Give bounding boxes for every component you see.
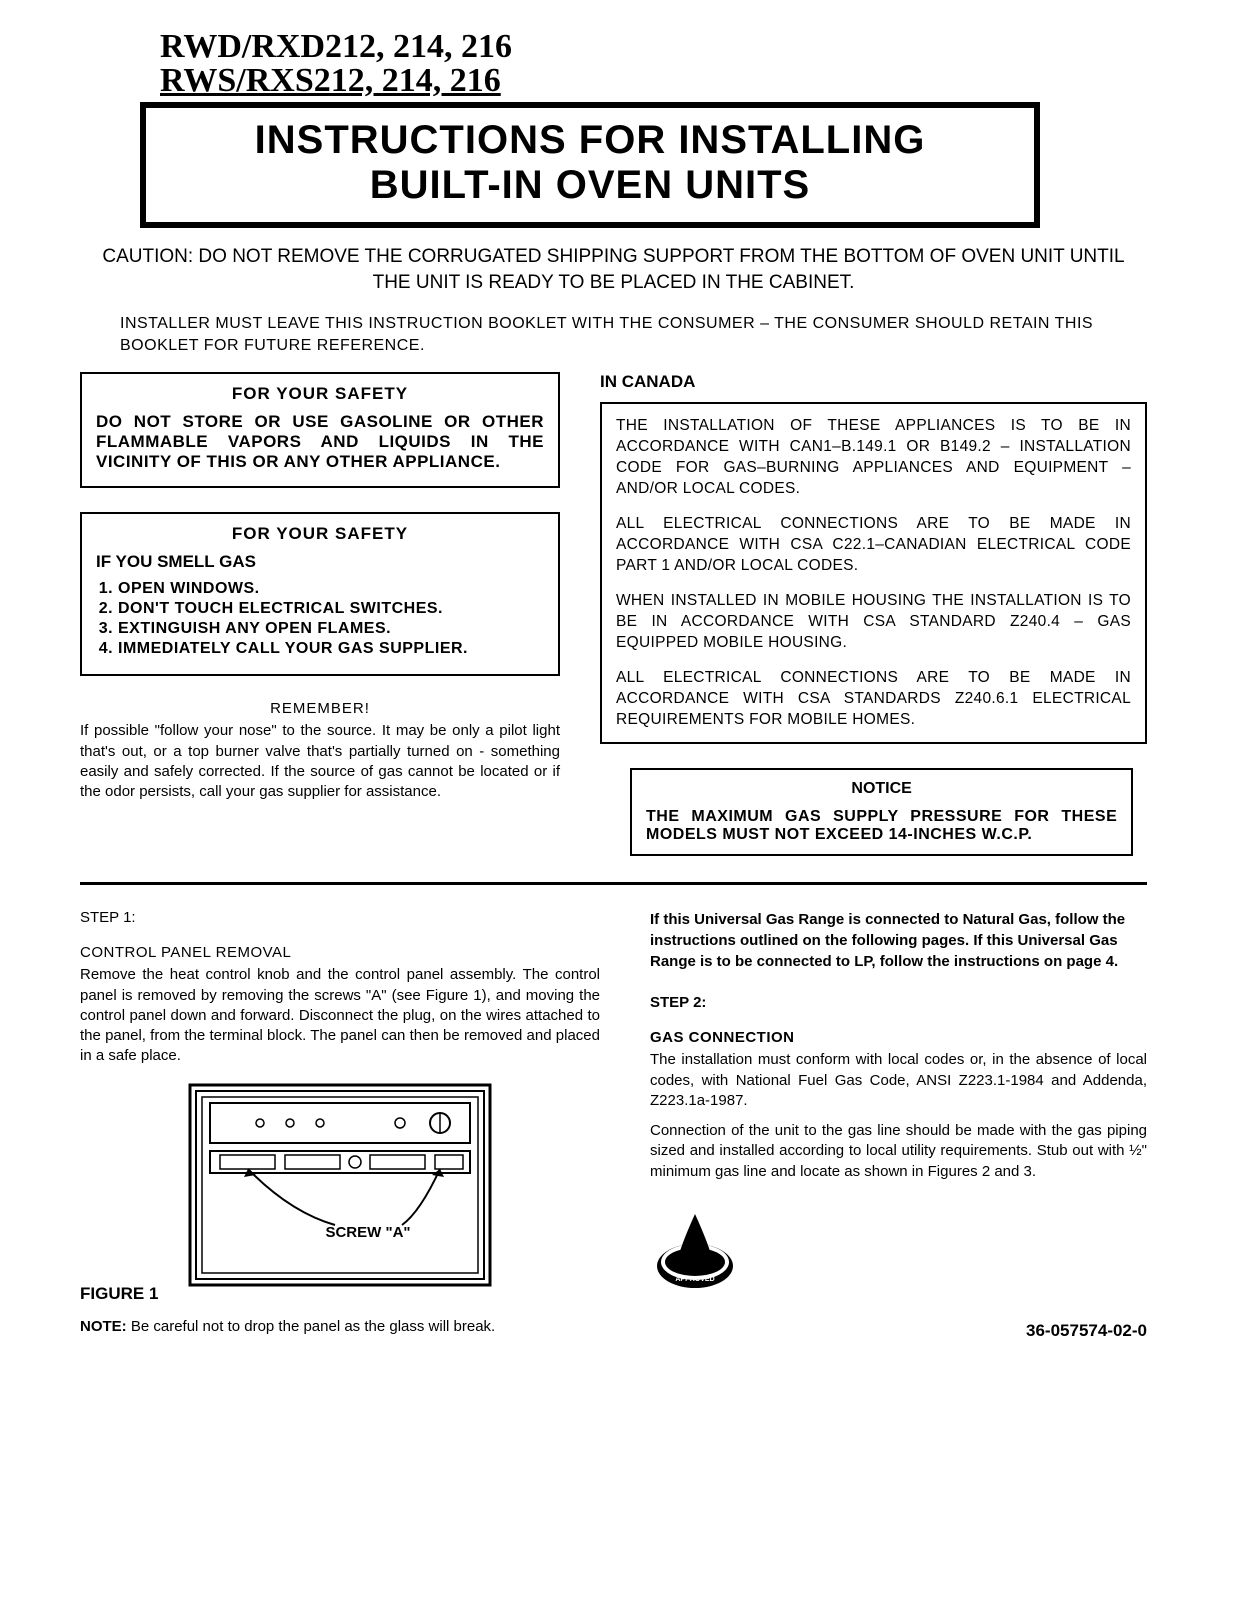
document-number: 36-057574-02-0: [650, 1321, 1147, 1341]
safety2-list: OPEN WINDOWS. DON'T TOUCH ELECTRICAL SWI…: [118, 580, 544, 658]
safety1-body: DO NOT STORE OR USE GASOLINE OR OTHER FL…: [96, 412, 544, 472]
gas-intro: If this Universal Gas Range is connected…: [650, 909, 1147, 972]
safety-box-1: FOR YOUR SAFETY DO NOT STORE OR USE GASO…: [80, 372, 560, 488]
remember-header: REMEMBER!: [80, 700, 560, 717]
remember-body: If possible "follow your nose" to the so…: [80, 721, 560, 802]
notice-header: NOTICE: [646, 780, 1117, 798]
divider: [80, 882, 1147, 885]
step1-note: NOTE: Be careful not to drop the panel a…: [80, 1318, 600, 1335]
step1-label: STEP 1:: [80, 909, 600, 926]
canada-p4: ALL ELECTRICAL CONNECTIONS ARE TO BE MAD…: [616, 668, 1131, 731]
upper-left-col: FOR YOUR SAFETY DO NOT STORE OR USE GASO…: [80, 372, 560, 802]
safety2-item: EXTINGUISH ANY OPEN FLAMES.: [118, 620, 544, 638]
notice-body: THE MAXIMUM GAS SUPPLY PRESSURE FOR THES…: [646, 808, 1117, 844]
title-box: INSTRUCTIONS FOR INSTALLING BUILT-IN OVE…: [140, 102, 1040, 228]
safety2-sub: IF YOU SMELL GAS: [96, 552, 544, 572]
step1-body: Remove the heat control knob and the con…: [80, 965, 600, 1066]
step2-p1: The installation must conform with local…: [650, 1050, 1147, 1111]
figure-1: SCREW "A": [80, 1077, 600, 1302]
hw-line1: RWD/RXD212, 214, 216: [160, 28, 512, 65]
title-line1: INSTRUCTIONS FOR INSTALLING: [166, 118, 1014, 163]
hw-line2: RWS/RXS212, 214, 216: [160, 62, 501, 99]
note-prefix: NOTE:: [80, 1318, 127, 1335]
notice-box: NOTICE THE MAXIMUM GAS SUPPLY PRESSURE F…: [630, 768, 1133, 856]
step2-sub: GAS CONNECTION: [650, 1029, 1147, 1046]
step2-p2: Connection of the unit to the gas line s…: [650, 1121, 1147, 1182]
note-text: Be careful not to drop the panel as the …: [131, 1318, 495, 1335]
safety2-item: IMMEDIATELY CALL YOUR GAS SUPPLIER.: [118, 640, 544, 658]
lower-left-col: STEP 1: CONTROL PANEL REMOVAL Remove the…: [80, 909, 600, 1341]
safety-box-2: FOR YOUR SAFETY IF YOU SMELL GAS OPEN WI…: [80, 512, 560, 676]
lower-columns: STEP 1: CONTROL PANEL REMOVAL Remove the…: [80, 909, 1147, 1341]
svg-text:APPROVED: APPROVED: [675, 1276, 714, 1283]
certification-logo-icon: APPROVED: [650, 1206, 740, 1296]
safety2-item: DON'T TOUCH ELECTRICAL SWITCHES.: [118, 600, 544, 618]
caution-text: CAUTION: DO NOT REMOVE THE CORRUGATED SH…: [90, 244, 1137, 295]
canada-p1: THE INSTALLATION OF THESE APPLIANCES IS …: [616, 416, 1131, 500]
step1-sub: CONTROL PANEL REMOVAL: [80, 944, 600, 961]
upper-right-col: IN CANADA THE INSTALLATION OF THESE APPL…: [600, 372, 1147, 856]
canada-box: THE INSTALLATION OF THESE APPLIANCES IS …: [600, 402, 1147, 744]
screw-label: SCREW "A": [325, 1224, 410, 1241]
safety2-header: FOR YOUR SAFETY: [96, 524, 544, 544]
title-line2: BUILT-IN OVEN UNITS: [166, 163, 1014, 208]
lower-right-col: If this Universal Gas Range is connected…: [650, 909, 1147, 1341]
figure-1-svg: SCREW "A": [140, 1077, 540, 1297]
canada-header: IN CANADA: [600, 372, 1147, 392]
step2-label: STEP 2:: [650, 994, 1147, 1011]
safety2-item: OPEN WINDOWS.: [118, 580, 544, 598]
handwritten-models: RWD/RXD212, 214, 216 RWS/RXS212, 214, 21…: [160, 30, 1147, 98]
safety1-header: FOR YOUR SAFETY: [96, 384, 544, 404]
upper-columns: FOR YOUR SAFETY DO NOT STORE OR USE GASO…: [80, 372, 1147, 856]
canada-p3: WHEN INSTALLED IN MOBILE HOUSING THE INS…: [616, 591, 1131, 654]
canada-p2: ALL ELECTRICAL CONNECTIONS ARE TO BE MAD…: [616, 514, 1131, 577]
installer-note: INSTALLER MUST LEAVE THIS INSTRUCTION BO…: [120, 313, 1137, 356]
